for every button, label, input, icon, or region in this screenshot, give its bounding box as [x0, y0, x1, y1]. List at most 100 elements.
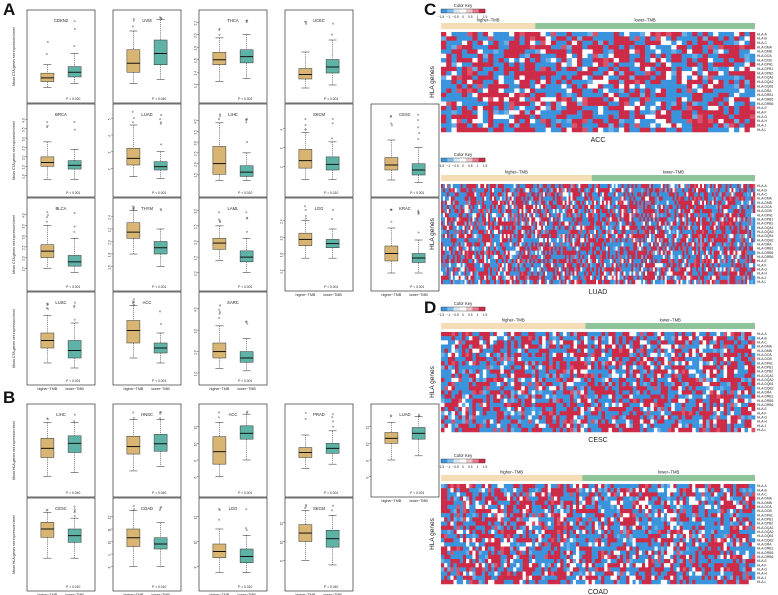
heatmap-cell [702, 40, 709, 46]
heatmap-cell [603, 127, 609, 133]
heatmap-cell [617, 188, 620, 193]
heatmap-cell [482, 250, 485, 256]
heatmap-cell [633, 246, 636, 251]
heatmap-cell [655, 71, 662, 76]
heatmap-cell [635, 196, 638, 201]
heatmap-cell [493, 105, 499, 111]
heatmap-cell [482, 184, 485, 189]
heatmap-cell [599, 246, 603, 251]
heatmap-cell [524, 79, 531, 85]
heatmap-cell [618, 75, 625, 81]
heatmap-cell [660, 49, 667, 54]
heatmap-cell [728, 75, 735, 81]
heatmap-cell [692, 79, 698, 85]
heatmap-cell [452, 229, 455, 235]
heatmap-cell [490, 196, 493, 201]
heatmap-cell [660, 204, 664, 210]
heatmap-cell [458, 209, 461, 214]
heatmap-cell [486, 246, 489, 251]
heatmap-cell [529, 204, 532, 210]
heatmap-cell [514, 92, 520, 98]
heatmap-cell [548, 217, 552, 222]
heatmap-cell [623, 213, 626, 218]
heatmap-cell [467, 88, 473, 94]
heatmap-cell [621, 200, 624, 206]
heatmap-cell [582, 263, 585, 268]
heatmap-cell [631, 234, 634, 239]
heatmap-cell [533, 221, 536, 226]
heatmap-cell [588, 238, 591, 243]
heatmap-cell [495, 184, 499, 189]
heatmap-cell [446, 45, 452, 50]
heatmap-cell [458, 188, 461, 193]
heatmap-cell [482, 84, 489, 89]
heatmap-cell [702, 71, 709, 76]
heatmap-cell [493, 275, 497, 281]
heatmap-cell [697, 75, 703, 81]
heatmap-cell [480, 242, 483, 247]
heatmap-cell [452, 221, 455, 226]
outlier [73, 230, 76, 233]
heatmap-cell [619, 196, 622, 201]
heatmap-cell [617, 246, 620, 251]
heatmap-cell [452, 259, 455, 264]
heatmap-cell [629, 114, 635, 120]
heatmap-cell [578, 250, 581, 256]
heatmap-cell [656, 200, 660, 206]
heatmap-cell [571, 97, 578, 102]
heatmap-cell [676, 62, 682, 68]
heatmap-cell [633, 259, 636, 264]
heatmap-cell [652, 271, 656, 276]
heatmap-cell [545, 246, 548, 251]
heatmap-cell [492, 259, 495, 264]
heatmap-cell [621, 263, 624, 268]
y-tick-label: 1.0 [194, 271, 198, 276]
heatmap-cell [529, 184, 532, 189]
heatmap-cell [499, 234, 503, 239]
heatmap-cell [545, 53, 552, 59]
x-label-lower: lower−TMB [323, 293, 342, 297]
heatmap-cell [533, 225, 536, 231]
heatmap-cell [666, 204, 669, 210]
heatmap-cell [623, 250, 626, 256]
heatmap-cell [495, 209, 499, 214]
heatmap-cell [493, 40, 499, 46]
heatmap-cell [587, 62, 594, 68]
heatmap-cell [492, 229, 495, 235]
heatmap-cell [509, 279, 512, 285]
heatmap-cell [609, 229, 612, 235]
heatmap-cell [484, 246, 487, 251]
heatmap-cell [454, 204, 457, 210]
heatmap-cell [702, 101, 709, 107]
heatmap-cell [707, 79, 714, 85]
heatmap-cell [452, 250, 455, 256]
heatmap-cell [664, 267, 667, 272]
heatmap-cell [584, 204, 587, 210]
heatmap-cell [462, 267, 465, 272]
heatmap-cell [505, 196, 508, 201]
heatmap-cell [525, 188, 528, 193]
heatmap-cell [441, 118, 447, 124]
heatmap-cell [515, 234, 518, 239]
heatmap-cell [666, 62, 672, 68]
heatmap-cell [442, 263, 446, 268]
heatmap-cell [596, 204, 599, 210]
heatmap-cell [456, 267, 459, 272]
heatmap-cell [527, 188, 530, 193]
heatmap-cell [656, 234, 660, 239]
heatmap-cell [639, 105, 646, 111]
heatmap-cell [540, 62, 546, 68]
heatmap-cell [472, 58, 478, 63]
heatmap-cell [654, 184, 658, 189]
heatmap-cell [566, 192, 569, 197]
heatmap-cell [603, 259, 607, 264]
heatmap-cell [671, 32, 677, 37]
heatmap-cell [514, 53, 520, 59]
heatmap-cell [713, 79, 719, 85]
heatmap-cell [592, 36, 599, 41]
heatmap-cell [556, 62, 562, 68]
heatmap-cell [744, 32, 751, 37]
heatmap-cell [637, 200, 640, 206]
heatmap-cell [603, 101, 609, 107]
heatmap-cell [566, 62, 573, 68]
